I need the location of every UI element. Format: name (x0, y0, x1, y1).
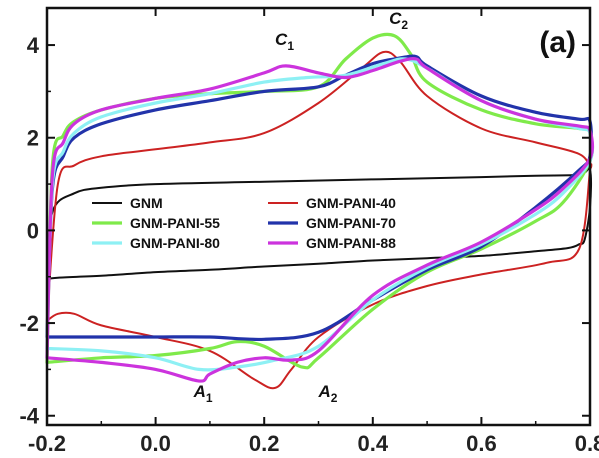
x-tick-label: -0.2 (28, 431, 66, 456)
legend-label: GNM (130, 195, 163, 211)
y-tick-label: 2 (27, 126, 39, 151)
legend-label: GNM-PANI-70 (306, 215, 396, 231)
series-line-gnm-pani-88 (45, 56, 595, 383)
legend-label: GNM-PANI-88 (306, 235, 396, 251)
peak-label: A1 (193, 382, 213, 405)
legend-label: GNM-PANI-40 (306, 195, 396, 211)
legend-label: GNM-PANI-55 (130, 215, 220, 231)
panel-label: (a) (539, 26, 576, 59)
y-tick-label: 4 (27, 33, 40, 58)
legend-label: GNM-PANI-80 (130, 235, 220, 251)
peak-label: A2 (318, 382, 338, 405)
series-line-gnm-pani-70 (45, 54, 593, 342)
peak-label: C2 (389, 9, 408, 32)
x-tick-label: 0.8 (575, 431, 599, 456)
peak-annotations: C1 C2 A1 A2 (193, 9, 409, 405)
x-tick-label: 0.2 (249, 431, 280, 456)
x-tick-label: 0.0 (140, 431, 171, 456)
x-tick-label: 0.6 (466, 431, 497, 456)
x-tick-label: 0.4 (358, 431, 389, 456)
plot-series-group (45, 32, 595, 390)
axis-ticks: -0.2 0.0 0.2 0.4 0.6 0.8 -4 -2 0 2 4 (19, 8, 599, 456)
y-tick-label: -4 (19, 404, 39, 429)
peak-label: C1 (275, 30, 294, 53)
series-line-gnm-pani-40 (46, 50, 593, 390)
series-line-gnm (46, 167, 593, 280)
legend: GNM GNM-PANI-40 GNM-PANI-55 GNM-PANI-70 GNM-… (92, 195, 396, 251)
y-tick-label: -2 (19, 311, 39, 336)
y-tick-label: 0 (27, 218, 39, 243)
